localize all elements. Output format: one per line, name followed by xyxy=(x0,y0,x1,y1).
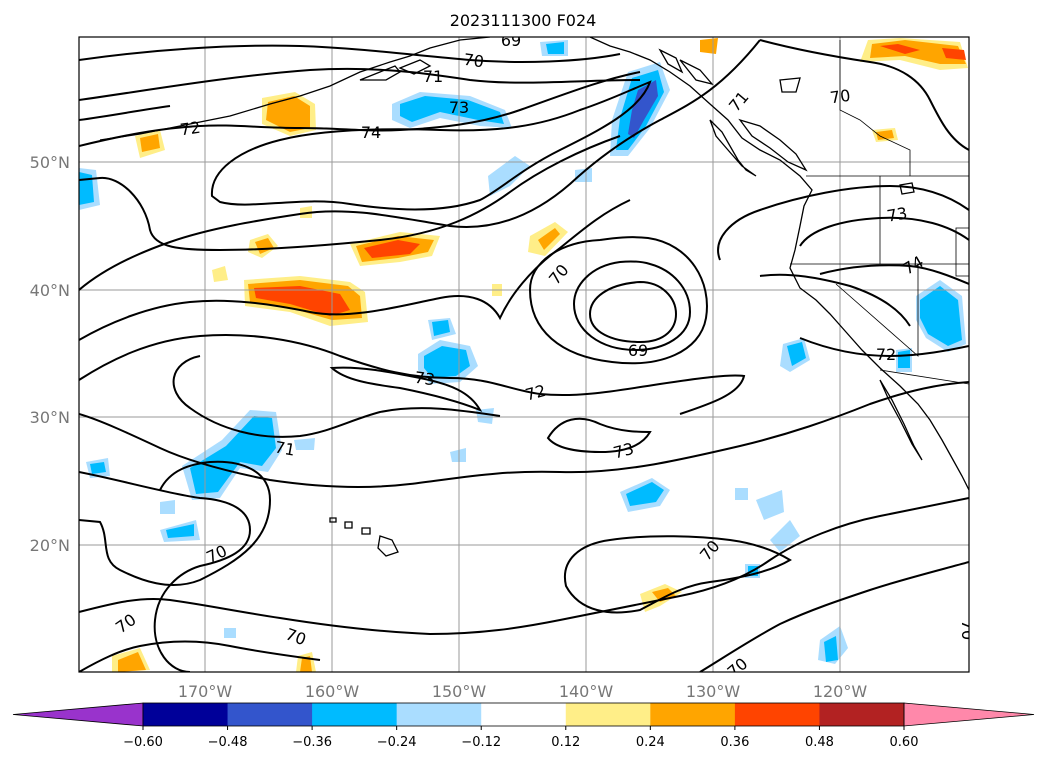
colorbar-cell xyxy=(396,703,482,726)
colorbar-tick-label: 0.60 xyxy=(890,735,919,750)
contour-label: 74 xyxy=(361,123,381,142)
lat-label: 40°N xyxy=(30,281,70,300)
colorbar-extend-high xyxy=(903,702,1035,727)
lon-label: 120°W xyxy=(813,682,868,701)
contour-label: 71 xyxy=(423,67,443,86)
colorbar-cell xyxy=(565,703,651,726)
lon-label: 150°W xyxy=(432,682,487,701)
colorbar-tick-label: −0.12 xyxy=(461,735,501,750)
plot-title: 2023111300 F024 xyxy=(450,11,597,30)
colorbar-cell xyxy=(312,703,398,726)
colorbar-tick-label: 0.36 xyxy=(720,735,749,750)
colorbar-cell xyxy=(481,703,567,726)
contour-label: 72 xyxy=(179,118,202,140)
latitude-labels: 50°N 40°N 30°N 20°N xyxy=(30,153,70,555)
contour-label: 70 xyxy=(462,50,485,72)
lon-label: 160°W xyxy=(305,682,360,701)
colorbar: −0.60 −0.48 −0.36 −0.24 −0.12 0.12 0.24 0.36 0.4… xyxy=(12,702,1035,750)
contour-label: 69 xyxy=(501,31,521,50)
lat-label: 30°N xyxy=(30,408,70,427)
colorbar-tick-label: −0.24 xyxy=(377,735,417,750)
colorbar-tick-label: −0.60 xyxy=(123,735,163,750)
colorbar-frame xyxy=(142,702,905,727)
longitude-labels: 170°W 160°W 150°W 140°W 130°W 120°W xyxy=(178,682,868,701)
lon-label: 170°W xyxy=(178,682,233,701)
colorbar-cell xyxy=(227,703,313,726)
colorbar-cell xyxy=(650,703,736,726)
colorbar-tick-label: −0.48 xyxy=(208,735,248,750)
positive-shading xyxy=(112,38,968,672)
contour-label: 73 xyxy=(611,439,636,463)
lon-label: 140°W xyxy=(559,682,614,701)
negative-shading xyxy=(79,40,966,664)
colorbar-cell xyxy=(143,703,229,726)
contour-label: 73 xyxy=(413,368,436,390)
colorbar-cell xyxy=(734,703,820,726)
lat-label: 20°N xyxy=(30,536,70,555)
colorbar-tick-label: −0.36 xyxy=(292,735,332,750)
colorbar-tick-label: 0.12 xyxy=(551,735,580,750)
contour-label: 69 xyxy=(628,341,648,360)
graticule xyxy=(79,37,969,672)
contour-label: 70 xyxy=(829,86,852,108)
contour-label: 71 xyxy=(273,437,296,459)
map-area: 69 70 71 73 72 74 70 71 70 73 74 69 73 7… xyxy=(79,31,977,672)
colorbar-extend-low xyxy=(12,702,144,727)
contour-label: 73 xyxy=(885,203,908,225)
contour-label: 72 xyxy=(523,381,548,405)
political-borders xyxy=(790,40,969,385)
contour-lines xyxy=(79,39,969,672)
colorbar-tick-label: 0.24 xyxy=(636,735,665,750)
colorbar-tick-label: 0.48 xyxy=(805,735,834,750)
map-frame xyxy=(78,36,970,673)
contour-label: 72 xyxy=(876,345,896,364)
colorbar-cell xyxy=(819,703,905,726)
contour-label: 73 xyxy=(449,98,469,117)
lon-label: 130°W xyxy=(686,682,741,701)
contour-label: 70 xyxy=(958,620,977,640)
lat-label: 50°N xyxy=(30,153,70,172)
